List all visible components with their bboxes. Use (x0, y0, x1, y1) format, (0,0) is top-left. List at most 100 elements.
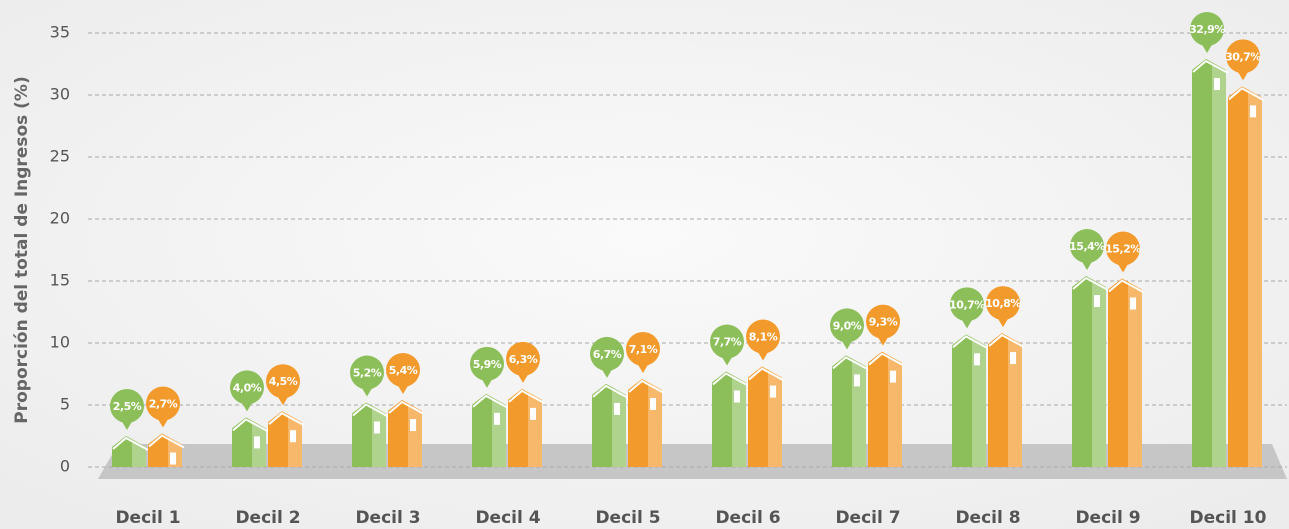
roof-edge (148, 434, 185, 449)
value-label: 4,0% (233, 381, 262, 394)
y-tick-label: 30 (50, 85, 70, 104)
value-label: 5,9% (473, 358, 502, 371)
value-label: 7,1% (629, 343, 658, 356)
x-tick-label: Decil 5 (595, 508, 660, 528)
bar-side (972, 338, 986, 467)
value-label: 6,3% (509, 353, 538, 366)
value-label: 5,4% (389, 364, 418, 377)
value-bubble (866, 304, 900, 339)
value-label: 15,2% (1105, 243, 1141, 256)
bar-side (528, 392, 542, 467)
value-label: 6,7% (593, 348, 622, 361)
value-bubble (266, 364, 300, 399)
door (614, 402, 620, 415)
roof-edge (868, 352, 905, 367)
roof-edge (268, 411, 305, 427)
value-bubble (986, 286, 1020, 321)
bar-side (888, 355, 902, 467)
bar-side (408, 404, 422, 467)
door (170, 452, 176, 465)
value-label: 32,9% (1189, 23, 1225, 36)
value-label: 8,1% (749, 331, 778, 344)
bar-side (372, 406, 386, 467)
value-bubble (386, 353, 420, 388)
value-bubble (230, 370, 264, 405)
y-tick-label: 10 (50, 333, 70, 352)
door (290, 430, 296, 443)
door (1094, 295, 1100, 308)
roof-edge (112, 436, 149, 451)
value-bubble (146, 386, 180, 421)
door (410, 419, 416, 432)
value-bubble (746, 319, 780, 354)
bar-side (1092, 280, 1106, 467)
bar-side (1128, 282, 1142, 467)
roof-edge (1192, 59, 1229, 74)
roof-edge (352, 403, 389, 418)
y-axis-label: Proporción del total de Ingresos (%) (12, 76, 32, 424)
door (854, 374, 860, 387)
value-bubble (590, 336, 624, 371)
door (1214, 78, 1220, 91)
roof-edge (712, 372, 749, 387)
roof-edge (592, 384, 629, 399)
roof-edge (472, 394, 509, 409)
value-bubble (1190, 12, 1224, 47)
value-label: 30,7% (1225, 50, 1261, 63)
x-tick-label: Decil 4 (475, 508, 540, 528)
roof-edge (1108, 279, 1145, 294)
value-bubble (626, 331, 660, 366)
roof-edge (832, 356, 869, 371)
value-bubble (950, 287, 984, 322)
value-label: 9,3% (869, 316, 898, 329)
door (494, 412, 500, 425)
y-tick-label: 20 (50, 209, 70, 228)
x-tick-label: Decil 6 (715, 508, 780, 528)
x-tick-label: Decil 9 (1075, 508, 1140, 528)
roof-edge (388, 400, 425, 415)
y-tick-label: 15 (50, 271, 70, 290)
door (1010, 352, 1016, 365)
y-tick-label: 0 (60, 457, 70, 476)
value-bubble (1070, 229, 1104, 264)
door (974, 353, 980, 366)
value-bubble (1226, 39, 1260, 74)
roof-edge (508, 389, 545, 404)
roof-edge (628, 379, 665, 394)
bar-side (612, 387, 626, 467)
y-tick-label: 35 (50, 23, 70, 42)
door (530, 407, 536, 420)
roof-edge (1072, 276, 1109, 291)
bar-side (492, 397, 506, 467)
value-label: 2,5% (113, 400, 142, 413)
bar-side (732, 375, 746, 467)
door (1130, 297, 1136, 310)
x-tick-label: Decil 1 (115, 508, 180, 528)
value-label: 9,0% (833, 319, 862, 332)
bar-side (648, 382, 662, 467)
roof-edge (1228, 87, 1265, 102)
value-bubble (830, 308, 864, 343)
y-tick-label: 25 (50, 147, 70, 166)
door (254, 436, 260, 449)
value-bubble (110, 389, 144, 423)
y-tick-label: 5 (60, 395, 70, 414)
value-bubble (1106, 231, 1140, 266)
door (374, 421, 380, 434)
door (650, 397, 656, 410)
roof-edge (952, 335, 989, 350)
bar-side (1212, 63, 1226, 467)
value-bubble (350, 355, 384, 390)
value-bubble (470, 346, 504, 381)
door (734, 390, 740, 403)
value-label: 15,4% (1069, 240, 1105, 253)
value-bubble (506, 341, 540, 376)
bar-side (1248, 90, 1262, 467)
door (1250, 105, 1256, 118)
bar-side (768, 370, 782, 467)
value-label: 5,2% (353, 367, 382, 380)
x-tick-label: Decil 8 (955, 508, 1020, 528)
x-tick-label: Decil 10 (1190, 508, 1267, 528)
x-tick-label: Decil 2 (235, 508, 300, 528)
